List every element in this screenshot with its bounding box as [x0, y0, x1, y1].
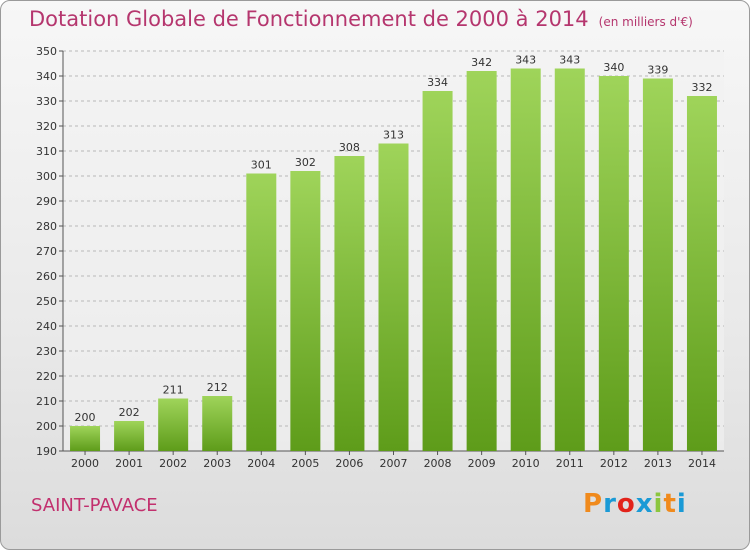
data-label: 308 — [339, 141, 360, 154]
brand-letter: x — [635, 489, 654, 519]
brand-letter: o — [616, 489, 636, 519]
x-tick-label: 2007 — [380, 457, 408, 470]
chart-title-text: Dotation Globale de Fonctionnement de 20… — [29, 7, 589, 31]
bar — [114, 421, 145, 451]
data-label: 212 — [207, 381, 228, 394]
x-tick-label: 2009 — [468, 457, 496, 470]
y-tick-label: 300 — [36, 170, 57, 183]
x-tick-label: 2004 — [247, 457, 275, 470]
y-tick-label: 200 — [36, 420, 57, 433]
brand-letter: i — [653, 489, 664, 519]
bar — [686, 96, 717, 451]
proxiti-logo[interactable]: Proxiti — [583, 489, 687, 519]
x-tick-label: 2010 — [512, 457, 540, 470]
brand-letter: t — [663, 489, 677, 519]
commune-name: SAINT-PAVACE — [31, 495, 158, 516]
bar — [290, 171, 321, 451]
data-label: 339 — [647, 64, 668, 77]
brand-letter: P — [583, 489, 604, 519]
y-tick-label: 340 — [36, 70, 57, 83]
y-tick-label: 210 — [36, 395, 57, 408]
y-tick-label: 220 — [36, 370, 57, 383]
data-label: 202 — [119, 406, 140, 419]
bar — [158, 398, 189, 451]
y-tick-label: 240 — [36, 320, 57, 333]
x-tick-label: 2006 — [335, 457, 363, 470]
x-tick-label: 2011 — [556, 457, 584, 470]
data-label: 200 — [75, 411, 96, 424]
y-tick-label: 350 — [36, 45, 57, 58]
bar — [554, 68, 585, 451]
bar — [334, 156, 365, 451]
y-tick-label: 280 — [36, 220, 57, 233]
data-label: 313 — [383, 129, 404, 142]
data-label: 332 — [691, 81, 712, 94]
y-tick-label: 320 — [36, 120, 57, 133]
data-label: 343 — [515, 54, 536, 67]
brand-letter: r — [603, 489, 617, 519]
y-tick-label: 190 — [36, 445, 57, 458]
chart-title: Dotation Globale de Fonctionnement de 20… — [29, 7, 693, 31]
bar — [70, 426, 101, 451]
data-label: 334 — [427, 76, 448, 89]
x-tick-label: 2013 — [644, 457, 672, 470]
x-tick-label: 2014 — [688, 457, 716, 470]
bar — [202, 396, 233, 451]
x-tick-label: 2002 — [159, 457, 187, 470]
y-tick-label: 310 — [36, 145, 57, 158]
y-tick-label: 270 — [36, 245, 57, 258]
bar — [378, 143, 409, 451]
data-label: 302 — [295, 156, 316, 169]
bar — [510, 68, 541, 451]
data-label: 342 — [471, 56, 492, 69]
x-tick-label: 2000 — [71, 457, 99, 470]
bar — [466, 71, 497, 451]
y-tick-label: 230 — [36, 345, 57, 358]
data-label: 343 — [559, 54, 580, 67]
x-tick-label: 2003 — [203, 457, 231, 470]
y-tick-label: 330 — [36, 95, 57, 108]
chart-subtitle: (en milliers d'€) — [598, 15, 693, 29]
y-tick-label: 260 — [36, 270, 57, 283]
x-tick-label: 2001 — [115, 457, 143, 470]
bar — [246, 173, 277, 451]
bar — [598, 76, 629, 451]
y-tick-label: 250 — [36, 295, 57, 308]
x-tick-label: 2005 — [291, 457, 319, 470]
data-label: 340 — [603, 61, 624, 74]
x-tick-label: 2012 — [600, 457, 628, 470]
y-tick-label: 290 — [36, 195, 57, 208]
data-label: 301 — [251, 159, 272, 172]
bar — [422, 91, 453, 451]
bar — [642, 78, 673, 451]
brand-letter: i — [676, 489, 687, 519]
data-label: 211 — [163, 384, 184, 397]
x-tick-label: 2008 — [424, 457, 452, 470]
